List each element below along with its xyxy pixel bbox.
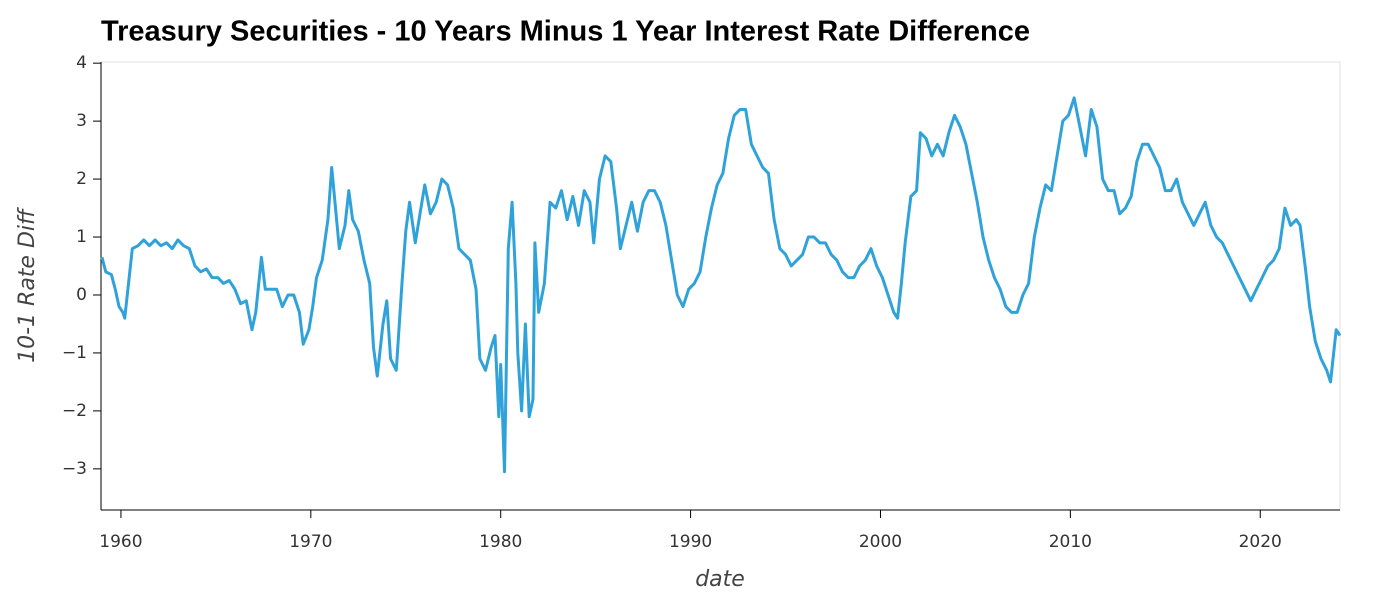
y-tick-label: −3: [62, 459, 87, 479]
x-tick-label: 2000: [859, 532, 902, 552]
y-tick-label: 0: [76, 285, 87, 305]
y-tick-label: 3: [76, 111, 87, 131]
y-axis-label: 10-1 Rate Diff: [15, 207, 40, 363]
y-tick-label: 1: [76, 227, 87, 247]
y-tick-label: −1: [62, 343, 87, 363]
y-tick-label: −2: [62, 401, 87, 421]
x-tick-label: 2020: [1239, 532, 1282, 552]
y-tick-label: 2: [76, 169, 87, 189]
x-tick-label: 1990: [669, 532, 712, 552]
chart-title: Treasury Securities - 10 Years Minus 1 Y…: [101, 16, 1030, 48]
y-tick-label: 4: [76, 53, 87, 73]
x-tick-label: 1960: [99, 532, 142, 552]
x-tick-label: 2010: [1049, 532, 1092, 552]
x-tick-label: 1970: [289, 532, 332, 552]
x-tick-label: 1980: [479, 532, 522, 552]
x-axis-label: date: [695, 567, 745, 592]
data-line: [100, 96, 1342, 474]
plot-frame: [100, 61, 1341, 511]
